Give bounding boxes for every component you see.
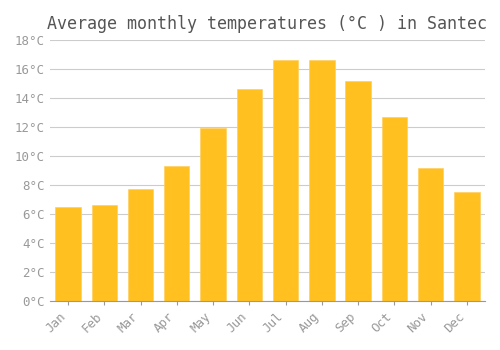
Bar bbox=[56, 207, 80, 301]
Bar bbox=[346, 80, 371, 301]
Bar bbox=[454, 192, 479, 301]
Bar bbox=[128, 189, 153, 301]
Bar bbox=[382, 117, 407, 301]
Bar bbox=[164, 166, 190, 301]
Bar bbox=[309, 61, 334, 301]
Bar bbox=[236, 89, 262, 301]
Title: Average monthly temperatures (°C ) in Santec: Average monthly temperatures (°C ) in Sa… bbox=[48, 15, 488, 33]
Bar bbox=[200, 128, 226, 301]
Bar bbox=[418, 168, 444, 301]
Bar bbox=[92, 205, 117, 301]
Bar bbox=[273, 61, 298, 301]
